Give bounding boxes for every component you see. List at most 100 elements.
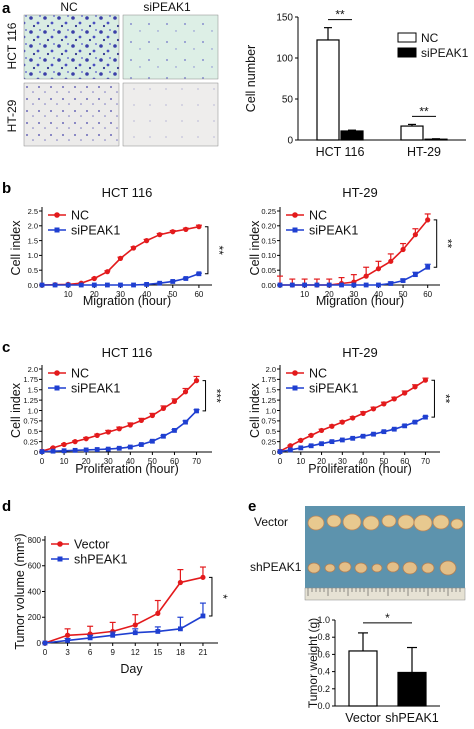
data-point bbox=[363, 282, 369, 288]
chart-b_ht29: 0.00 0.05 0.10 0.15 0.20 0.25 10 20 30 40 50 60 HT-2… bbox=[248, 185, 455, 308]
y-tick-label: 1.75 bbox=[261, 375, 276, 384]
tumor-vector bbox=[397, 514, 415, 530]
y-tick-label: 0.8 bbox=[317, 632, 330, 642]
y-axis-label: Cell index bbox=[9, 220, 23, 276]
panel-letter-b: b bbox=[2, 180, 11, 197]
tumor-photo-row-shpeak1: shPEAK1 bbox=[250, 560, 302, 574]
legend-label: NC bbox=[71, 367, 89, 381]
tumor-shpeak1 bbox=[439, 560, 457, 576]
data-point bbox=[298, 445, 304, 451]
data-point bbox=[200, 574, 206, 580]
data-point bbox=[402, 390, 408, 396]
data-point bbox=[172, 428, 177, 433]
data-point bbox=[326, 282, 332, 288]
data-point bbox=[183, 419, 188, 425]
y-axis-label: Tumor weight (g) bbox=[306, 618, 320, 708]
x-axis-label: Migration (hour) bbox=[83, 294, 171, 308]
y-tick-label: 0.25 bbox=[261, 207, 276, 216]
y-tick-label: 0.5 bbox=[28, 266, 38, 275]
data-point bbox=[138, 417, 144, 424]
tumor-vector bbox=[326, 514, 342, 528]
tumor-shpeak1 bbox=[324, 563, 336, 573]
data-point bbox=[94, 447, 100, 452]
data-point bbox=[196, 271, 202, 277]
y-tick-label: 0.0 bbox=[317, 701, 330, 711]
y-tick-label: 150 bbox=[276, 13, 293, 24]
x-tick-label: 20 bbox=[82, 457, 91, 466]
data-point bbox=[155, 610, 161, 616]
data-point bbox=[61, 441, 67, 448]
data-point bbox=[391, 426, 397, 432]
tumor-shpeak1 bbox=[386, 561, 400, 573]
data-point bbox=[350, 415, 356, 421]
data-point bbox=[287, 447, 293, 453]
x-tick-label: 12 bbox=[131, 648, 140, 657]
y-tick-label: 0.25 bbox=[23, 437, 38, 446]
tumor-shpeak1 bbox=[371, 563, 383, 573]
x-tick-label: 30 bbox=[338, 457, 347, 466]
x-tick-label: 20 bbox=[325, 290, 334, 299]
data-point bbox=[104, 282, 110, 288]
data-point bbox=[388, 281, 394, 286]
data-point bbox=[183, 276, 189, 281]
data-point bbox=[72, 439, 78, 445]
tumor-photo-ruler bbox=[304, 587, 466, 601]
data-point bbox=[149, 438, 155, 444]
significance-bracket bbox=[204, 226, 209, 275]
x-tick-label: 10 bbox=[64, 290, 73, 299]
y-tick-label: 1.0 bbox=[266, 406, 276, 415]
data-point bbox=[127, 422, 133, 428]
y-tick-label: 0 bbox=[34, 448, 38, 457]
chart-c_ht29: 0 0.250.50.75 1.01.251.5 1.752.0 0 10 20 30 40 50… bbox=[248, 345, 452, 476]
legend-label: shPEAK1 bbox=[74, 553, 128, 567]
x-tick-label: 50 bbox=[379, 457, 388, 466]
data-point bbox=[42, 640, 48, 646]
data-point bbox=[117, 255, 124, 261]
tumor-shpeak1 bbox=[402, 561, 418, 575]
tumor-vector bbox=[432, 514, 450, 530]
y-tick-label: 2.0 bbox=[28, 365, 38, 374]
data-point bbox=[132, 630, 138, 636]
data-point bbox=[388, 258, 394, 264]
data-point bbox=[105, 429, 111, 435]
y-tick-label: 50 bbox=[282, 95, 294, 106]
y-tick-label: 0.10 bbox=[261, 251, 276, 260]
data-point bbox=[155, 629, 161, 634]
x-tick-label: 40 bbox=[374, 290, 383, 299]
data-point bbox=[308, 443, 314, 449]
data-point bbox=[277, 282, 283, 288]
bar-nc bbox=[316, 39, 340, 141]
y-axis-label: Cell index bbox=[248, 220, 262, 276]
data-point bbox=[144, 282, 150, 287]
y-tick-label: 2.0 bbox=[28, 222, 38, 231]
x-category-label: Vector bbox=[345, 711, 380, 725]
data-point bbox=[381, 401, 387, 407]
data-point bbox=[94, 432, 100, 438]
tumor-photo-row-vector: Vector bbox=[254, 515, 288, 529]
x-tick-label: 40 bbox=[142, 290, 151, 299]
x-tick-label: 30 bbox=[104, 457, 113, 466]
y-tick-label: 1.0 bbox=[317, 615, 330, 625]
y-tick-label: 1.0 bbox=[28, 251, 38, 260]
tumor-vector bbox=[307, 515, 325, 531]
legend-marker bbox=[292, 227, 298, 233]
bar-vector bbox=[348, 650, 378, 707]
y-tick-label: 0.75 bbox=[261, 417, 276, 426]
data-point bbox=[116, 445, 122, 451]
migration-micrographs: NC siPEAK1 HCT 116 HT-29 bbox=[5, 0, 219, 147]
data-point bbox=[412, 232, 418, 238]
data-point bbox=[50, 448, 56, 454]
tumor-shpeak1 bbox=[307, 562, 321, 574]
data-point bbox=[391, 396, 397, 402]
data-point bbox=[400, 246, 406, 253]
micrograph-row-hct116: HCT 116 bbox=[5, 22, 19, 69]
bar-sipeak1 bbox=[340, 130, 364, 141]
data-point bbox=[127, 444, 133, 450]
data-point bbox=[171, 398, 178, 404]
legend-marker bbox=[292, 212, 298, 218]
y-tick-label: 1.5 bbox=[266, 386, 276, 395]
x-tick-label: 0 bbox=[40, 457, 45, 466]
data-point bbox=[196, 224, 202, 230]
panel-letter-e: e bbox=[248, 498, 256, 515]
data-point bbox=[287, 443, 293, 449]
